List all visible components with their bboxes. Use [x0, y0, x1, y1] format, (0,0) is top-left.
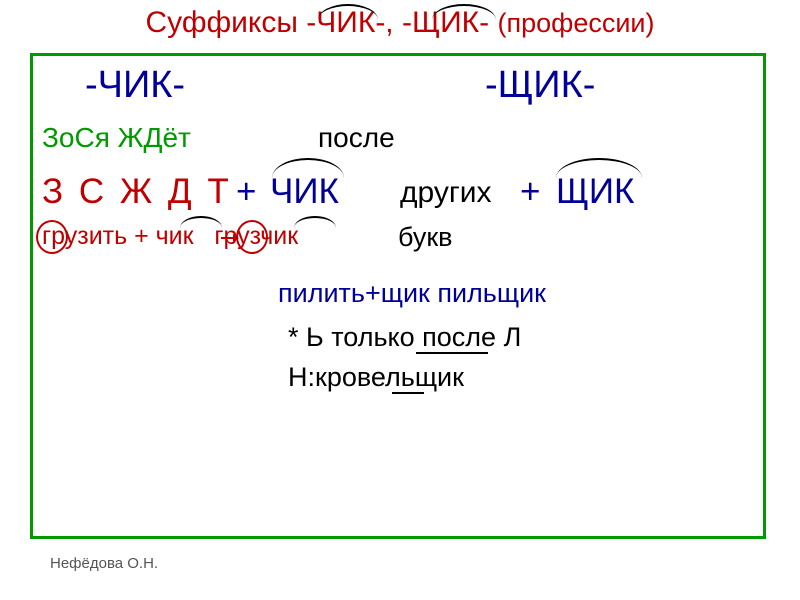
circle-highlight-icon — [36, 220, 68, 254]
plus-sign: + — [236, 172, 256, 212]
slide-title: Суффиксы -ЧИК-, -ЩИК- (профессии) — [0, 6, 800, 40]
circle-highlight-icon — [236, 220, 268, 254]
consonant-letters: З С Ж Д Т — [42, 172, 232, 212]
example-pilshchik: пилить+щик пильщик — [278, 278, 546, 309]
underline-icon — [392, 392, 424, 394]
mnemonic-zosya: ЗоСя ЖДёт — [42, 122, 191, 154]
suffix-shchik-big: ЩИК — [556, 172, 634, 212]
suffix-chik-big: ЧИК — [270, 172, 339, 212]
label-drugih: других — [400, 176, 492, 210]
underline-icon — [416, 352, 488, 354]
arrow-icon — [221, 235, 239, 241]
slide: Суффиксы -ЧИК-, -ЩИК- (профессии) -ЧИК- … — [0, 0, 800, 600]
header-shchik: -ЩИК- — [485, 64, 595, 107]
note-soft-sign: * Ь только после Л — [288, 322, 521, 353]
author-label: Нефёдова О.Н. — [50, 555, 158, 572]
label-posle: после — [318, 122, 395, 154]
header-chik: -ЧИК- — [85, 64, 185, 107]
title-word-suffiksy: Суффиксы — [145, 6, 306, 39]
label-bukv: букв — [398, 222, 453, 253]
plus-sign: + — [520, 172, 540, 212]
title-word-professions: (профессии) — [497, 8, 654, 38]
example-krovelshchik: Н:кровельщик — [288, 362, 464, 393]
